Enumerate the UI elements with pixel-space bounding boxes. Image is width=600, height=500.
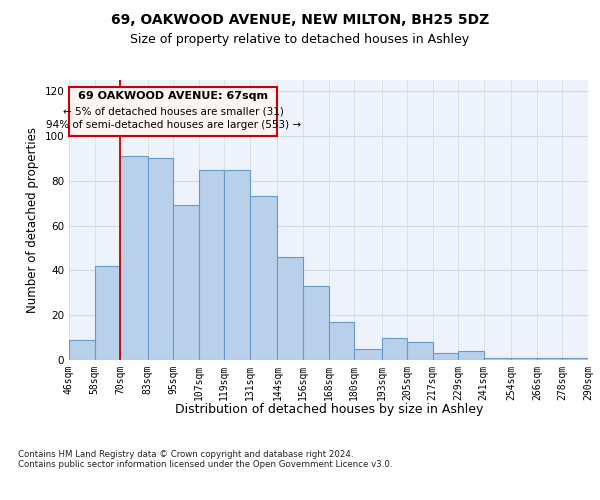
Text: 94% of semi-detached houses are larger (553) →: 94% of semi-detached houses are larger (… xyxy=(46,120,301,130)
Text: Size of property relative to detached houses in Ashley: Size of property relative to detached ho… xyxy=(130,32,470,46)
Text: Distribution of detached houses by size in Ashley: Distribution of detached houses by size … xyxy=(175,402,483,415)
Bar xyxy=(277,257,303,360)
Bar xyxy=(95,266,120,360)
Bar xyxy=(407,342,433,360)
Bar xyxy=(120,156,148,360)
Bar xyxy=(250,196,277,360)
Bar xyxy=(224,170,250,360)
Bar xyxy=(354,349,382,360)
Bar xyxy=(199,170,224,360)
Bar xyxy=(329,322,354,360)
FancyBboxPatch shape xyxy=(69,86,277,136)
Y-axis label: Number of detached properties: Number of detached properties xyxy=(26,127,39,313)
Text: 69 OAKWOOD AVENUE: 67sqm: 69 OAKWOOD AVENUE: 67sqm xyxy=(78,91,268,101)
Bar xyxy=(458,351,484,360)
Bar xyxy=(562,358,588,360)
Bar xyxy=(148,158,173,360)
Text: Contains HM Land Registry data © Crown copyright and database right 2024.
Contai: Contains HM Land Registry data © Crown c… xyxy=(18,450,392,469)
Bar xyxy=(484,358,511,360)
Bar xyxy=(69,340,95,360)
Bar xyxy=(511,358,537,360)
Bar xyxy=(433,354,458,360)
Text: 69, OAKWOOD AVENUE, NEW MILTON, BH25 5DZ: 69, OAKWOOD AVENUE, NEW MILTON, BH25 5DZ xyxy=(111,12,489,26)
Text: ← 5% of detached houses are smaller (31): ← 5% of detached houses are smaller (31) xyxy=(63,107,284,117)
Bar xyxy=(537,358,562,360)
Bar xyxy=(303,286,329,360)
Bar xyxy=(173,206,199,360)
Bar xyxy=(382,338,407,360)
